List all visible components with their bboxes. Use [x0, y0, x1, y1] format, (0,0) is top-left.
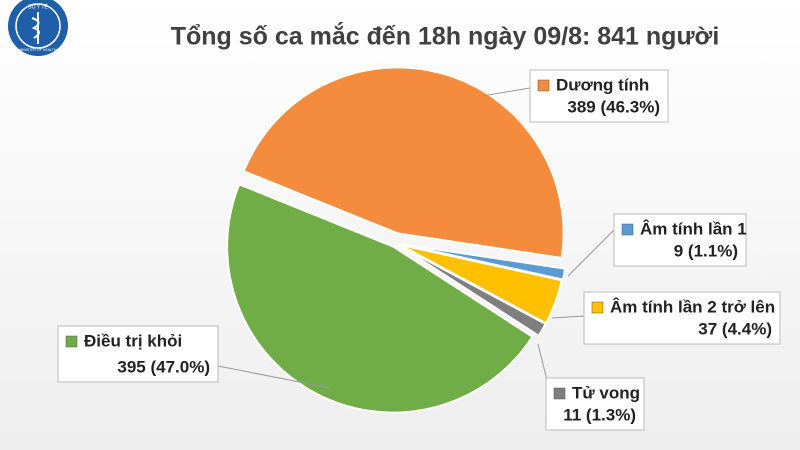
- logo: BỘ Y TẾ MINISTRY OF HEALTH: [8, 0, 68, 56]
- leader-line: [567, 229, 615, 277]
- label-box: [613, 213, 747, 267]
- value-label: 37 (4.4%): [698, 319, 772, 338]
- legend-swatch: [537, 79, 550, 92]
- value-label: 389 (46.3%): [567, 97, 660, 116]
- legend-swatch: [553, 387, 566, 400]
- leader-line: [551, 315, 585, 319]
- label-box: [529, 69, 669, 123]
- category-label: Điều trị khỏi: [84, 331, 182, 350]
- label-box: [57, 325, 219, 383]
- value-label: 395 (47.0%): [117, 357, 210, 376]
- label-box: [583, 291, 781, 345]
- value-label: 9 (1.1%): [674, 241, 738, 260]
- pie-slice: [242, 66, 565, 260]
- logo-bottom: MINISTRY OF HEALTH: [20, 48, 57, 52]
- category-label: Âm tính lần 2 trở lên: [610, 297, 775, 316]
- logo-top: BỘ Y TẾ: [28, 3, 48, 10]
- logo-ring: [15, 3, 61, 49]
- legend-swatch: [65, 335, 78, 348]
- category-label: Dương tính: [556, 75, 649, 94]
- logo-snake: [31, 17, 40, 39]
- pie-slice: [398, 244, 547, 338]
- legend-swatch: [591, 301, 604, 314]
- legend-swatch: [621, 223, 634, 236]
- label-box: [545, 377, 645, 431]
- value-label: 11 (1.3%): [563, 405, 636, 424]
- pie-slice: [226, 183, 534, 414]
- chart-title: Tổng số ca mắc đến 18h ngày 09/8: 841 ng…: [171, 21, 720, 51]
- leader-line: [217, 365, 331, 389]
- leader-line: [537, 343, 549, 385]
- category-label: Âm tính lần 1: [640, 219, 747, 238]
- leader-line: [481, 87, 531, 97]
- category-label: Tử vong: [572, 383, 640, 402]
